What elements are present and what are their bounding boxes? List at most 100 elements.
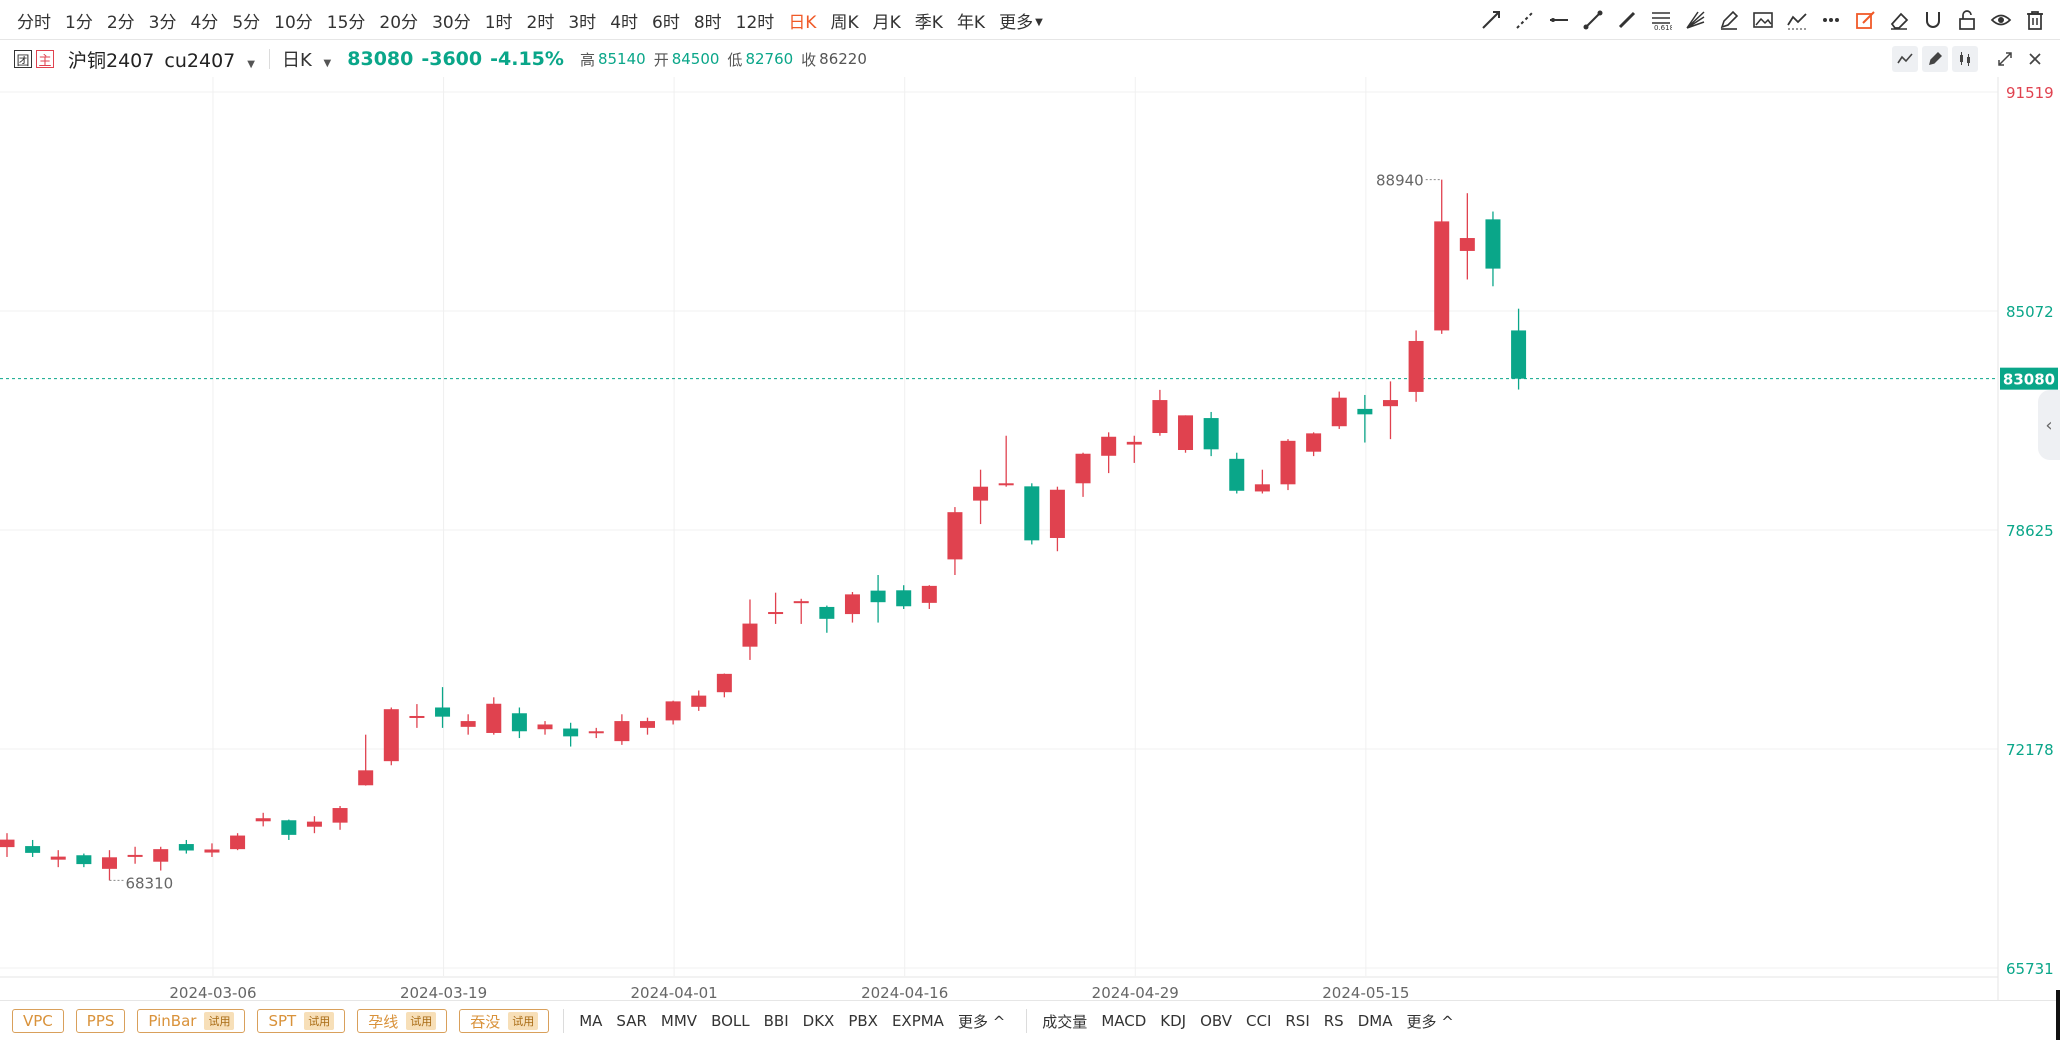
open-value: 84500 xyxy=(671,50,720,68)
dashed-line-icon[interactable] xyxy=(1508,3,1542,37)
candle-body xyxy=(1101,436,1117,456)
period-11[interactable]: 2时 xyxy=(526,12,555,33)
main-indicator-2[interactable]: MMV xyxy=(660,1012,698,1030)
period-8[interactable]: 20分 xyxy=(379,12,419,33)
main-indicator-5[interactable]: DKX xyxy=(802,1012,835,1030)
period-1[interactable]: 1分 xyxy=(65,12,93,33)
draw-icon[interactable] xyxy=(1922,46,1948,72)
period-select-label: 日K xyxy=(282,50,312,71)
period-15[interactable]: 8时 xyxy=(693,12,722,33)
lock-icon[interactable] xyxy=(1950,3,1984,37)
main-indicators-more[interactable]: 更多 ^ xyxy=(957,1012,1006,1031)
instrument-name[interactable]: 沪铜2407 cu2407 ▼ xyxy=(68,46,255,73)
y-tick-label: 65731 xyxy=(2006,960,2054,978)
period-20[interactable]: 季K xyxy=(914,12,943,33)
candle-body xyxy=(50,856,66,860)
sub-indicator-4[interactable]: CCI xyxy=(1246,1012,1272,1030)
main-indicator-1[interactable]: SAR xyxy=(616,1012,647,1030)
pattern-indicator-0[interactable]: VPC xyxy=(12,1009,64,1033)
edit-icon[interactable] xyxy=(1848,3,1882,37)
candle-body xyxy=(973,486,989,501)
main-indicator-3[interactable]: BOLL xyxy=(711,1012,750,1030)
sub-indicator-7[interactable]: DMA xyxy=(1357,1012,1393,1030)
brush-line-icon[interactable] xyxy=(1610,3,1644,37)
main-indicator-7[interactable]: EXPMA xyxy=(891,1012,944,1030)
ray-line-icon[interactable] xyxy=(1474,3,1508,37)
pattern-indicators: VPC PPS PinBar 试用 SPT 试用 孕线 试用 吞没 试用 xyxy=(0,1009,550,1033)
sub-indicators-more[interactable]: 更多 ^ xyxy=(1406,1012,1454,1031)
period-10[interactable]: 1时 xyxy=(484,12,513,33)
close-value: 86220 xyxy=(819,50,867,68)
image-icon[interactable] xyxy=(1746,3,1780,37)
sub-indicator-3[interactable]: OBV xyxy=(1200,1012,1232,1030)
expand-icon[interactable] xyxy=(1992,46,2018,72)
pattern-indicator-label: PinBar xyxy=(148,1012,197,1030)
trash-icon[interactable] xyxy=(2018,3,2052,37)
candle-body xyxy=(665,701,681,721)
main-indicator-0[interactable]: MA xyxy=(579,1012,603,1030)
candle-body xyxy=(768,612,784,615)
sub-indicator-1[interactable]: MACD xyxy=(1101,1012,1147,1030)
period-21[interactable]: 年K xyxy=(956,12,986,33)
segment-icon[interactable] xyxy=(1576,3,1610,37)
period-14[interactable]: 6时 xyxy=(652,12,680,33)
period-19[interactable]: 月K xyxy=(872,12,901,33)
period-9[interactable]: 30分 xyxy=(432,12,471,33)
period-6[interactable]: 10分 xyxy=(274,12,313,33)
period-12[interactable]: 3时 xyxy=(568,12,597,33)
close-icon[interactable] xyxy=(2022,46,2048,72)
pattern-indicator-2[interactable]: PinBar 试用 xyxy=(137,1009,246,1033)
candle-icon[interactable] xyxy=(1952,46,1978,72)
magnet-icon[interactable] xyxy=(1916,3,1950,37)
pencil-icon[interactable] xyxy=(1712,3,1746,37)
period-0[interactable]: 分时 xyxy=(17,12,51,33)
pattern-indicator-1[interactable]: PPS xyxy=(75,1009,126,1033)
candle-body xyxy=(383,709,399,762)
eye-icon[interactable] xyxy=(1984,3,2018,37)
candle-body xyxy=(716,673,732,693)
y-tick-label: 85072 xyxy=(2006,303,2054,321)
period-13[interactable]: 4时 xyxy=(610,12,639,33)
line-chart-icon[interactable] xyxy=(1892,46,1918,72)
period-2[interactable]: 2分 xyxy=(106,12,135,33)
pattern-indicator-label: SPT xyxy=(268,1012,297,1030)
group-badge[interactable]: 团 xyxy=(14,50,32,69)
eraser-icon[interactable] xyxy=(1882,3,1916,37)
divider xyxy=(563,1009,565,1033)
sub-indicator-5[interactable]: RSI xyxy=(1285,1012,1310,1030)
period-4[interactable]: 4分 xyxy=(190,12,219,33)
period-7[interactable]: 15分 xyxy=(326,12,366,33)
candle-body xyxy=(460,721,476,727)
period-17[interactable]: 日K xyxy=(788,12,817,33)
candle-body xyxy=(1203,418,1219,450)
svg-text:0.618: 0.618 xyxy=(1654,24,1672,31)
candlestick-chart[interactable]: 91519 85072 78625 72178 65731 2024-03-06 2024-… xyxy=(0,77,2060,1000)
main-contract-badge: 主 xyxy=(36,50,54,69)
fan-icon[interactable] xyxy=(1678,3,1712,37)
candle-body xyxy=(486,703,502,733)
candle-body xyxy=(1049,489,1065,538)
fibonacci-icon[interactable]: 0.618 xyxy=(1644,3,1678,37)
horizontal-line-icon[interactable] xyxy=(1542,3,1576,37)
period-18[interactable]: 周K xyxy=(830,12,859,33)
main-indicator-6[interactable]: PBX xyxy=(848,1012,878,1030)
pattern-indicator-4[interactable]: 孕线 试用 xyxy=(357,1009,448,1033)
pattern-indicator-3[interactable]: SPT 试用 xyxy=(257,1009,346,1033)
candle-body xyxy=(742,623,758,647)
period-16[interactable]: 12时 xyxy=(735,12,775,33)
main-indicator-4[interactable]: BBI xyxy=(763,1012,789,1030)
period-3[interactable]: 3分 xyxy=(148,12,177,33)
period-5[interactable]: 5分 xyxy=(232,12,261,33)
candle-body xyxy=(998,483,1014,486)
close-label: 收 xyxy=(801,50,817,69)
period-more-button[interactable]: 更多 ▼ xyxy=(992,8,1050,33)
candle-body xyxy=(409,715,425,718)
sub-indicator-6[interactable]: RS xyxy=(1323,1012,1344,1030)
sub-indicator-2[interactable]: KDJ xyxy=(1160,1012,1187,1030)
pattern-indicator-5[interactable]: 吞没 试用 xyxy=(459,1009,550,1033)
collapse-panel-button[interactable]: ‹ xyxy=(2038,390,2060,460)
more-dots-icon[interactable] xyxy=(1814,3,1848,37)
sub-indicator-0[interactable]: 成交量 xyxy=(1042,1012,1088,1031)
trend-icon[interactable] xyxy=(1780,3,1814,37)
period-select[interactable]: 日K ▼ xyxy=(282,46,331,72)
